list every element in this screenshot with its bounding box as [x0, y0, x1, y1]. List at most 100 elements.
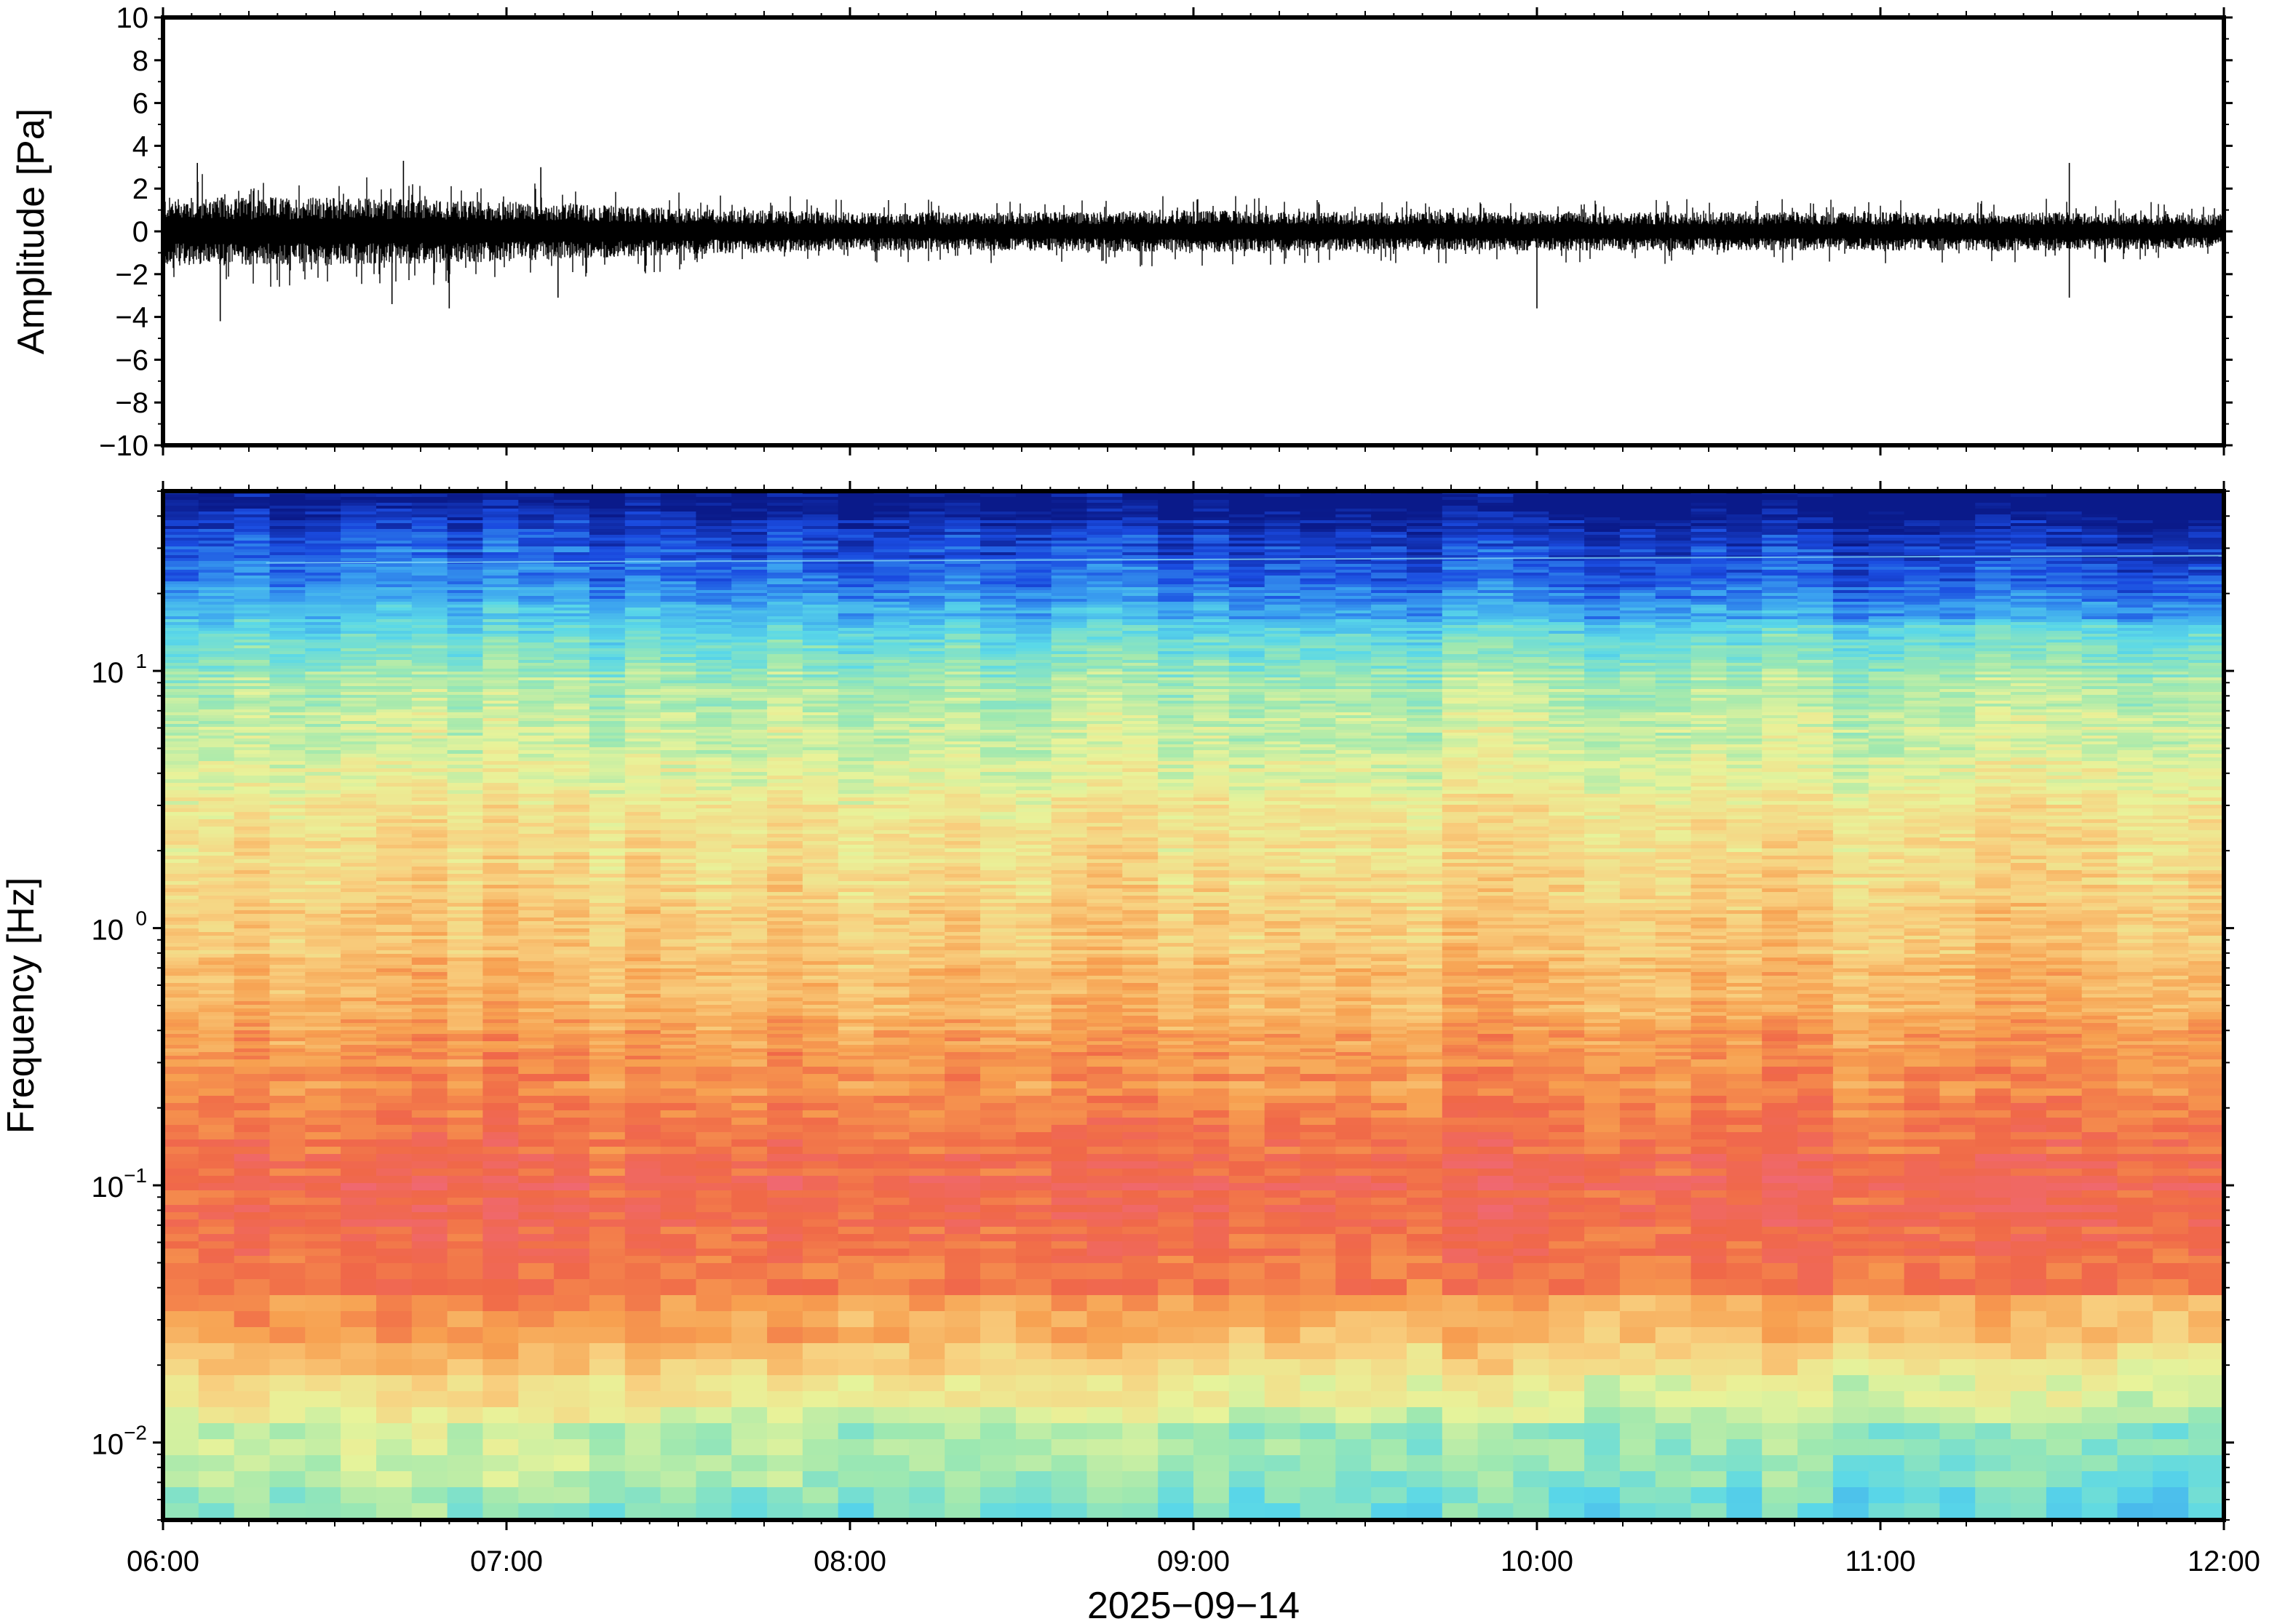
spectrogram-cell — [2081, 663, 2118, 666]
spectrogram-cell — [660, 509, 697, 512]
spectrogram-cell — [1015, 561, 1052, 565]
spectrogram-cell — [2153, 721, 2189, 725]
spectrogram-cell — [1300, 660, 1337, 664]
spectrogram-cell — [1797, 631, 1834, 634]
spectrogram-cell — [1158, 500, 1194, 503]
spectrogram-cell — [1655, 619, 1692, 623]
spectrogram-cell — [1335, 538, 1372, 541]
spectrogram-cell — [1549, 605, 1585, 608]
spectrogram-cell — [1051, 503, 1088, 506]
spectrogram-cell — [411, 669, 448, 672]
spectrogram-cell — [482, 616, 519, 620]
spectrogram-cell — [1264, 514, 1301, 518]
spectrogram-cell — [1939, 608, 1976, 611]
spectrogram-cell — [838, 529, 875, 533]
spectrogram-cell — [767, 642, 803, 646]
spectrogram-cell — [1832, 613, 1869, 617]
spectrogram-cell — [1619, 608, 1656, 611]
spectrogram-cell — [589, 613, 626, 617]
spectrogram-cell — [1797, 570, 1834, 573]
spectrogram-cell — [1975, 634, 2011, 637]
spectrogram-cell — [341, 666, 377, 669]
spectrogram-cell — [1904, 698, 1941, 701]
spectrogram-cell — [1335, 512, 1372, 515]
spectrogram-cell — [1975, 573, 2011, 576]
spectrogram-cell — [1158, 593, 1194, 597]
spectrogram-cell — [376, 512, 413, 515]
spectrogram-cell — [411, 730, 448, 733]
spectrogram-cell — [1051, 494, 1088, 498]
spectrogram-cell — [482, 541, 519, 544]
spectrogram-cell — [1975, 514, 2011, 518]
spectrogram-cell — [802, 698, 839, 701]
spectrogram-cell — [2081, 677, 2118, 681]
spectrogram-cell — [1477, 651, 1514, 655]
spectrogram-cell — [589, 692, 626, 696]
spectrogram-cell — [376, 581, 413, 585]
spectrogram-cell — [1513, 628, 1549, 632]
spectrogram-cell — [589, 666, 626, 669]
spectrogram-cell — [269, 701, 306, 704]
spectrogram-cell — [1868, 680, 1905, 684]
spectrogram-cell — [1122, 625, 1159, 629]
spectrogram-cell — [1264, 532, 1301, 536]
spectrogram-cell — [1086, 631, 1124, 634]
spectrogram-cell — [1619, 567, 1656, 570]
spectrogram-cell — [2117, 532, 2154, 536]
spectrogram-cell — [305, 549, 341, 553]
spectrogram-cell — [1904, 523, 1941, 527]
spectrogram-cell — [1904, 642, 1941, 646]
spectrogram-cell — [411, 660, 448, 664]
spectrogram-cell — [1051, 532, 1088, 536]
spectrogram-cell — [554, 578, 590, 582]
spectrogram-cell — [2117, 561, 2154, 565]
spectrogram-cell — [1655, 497, 1692, 501]
spectrogram-cell — [945, 625, 981, 629]
spectrogram-cell — [1335, 640, 1372, 643]
spectrogram-cell — [234, 590, 271, 594]
spectrogram-cell — [980, 642, 1017, 646]
spectrogram-cell — [1407, 619, 1443, 623]
spectrogram-cell — [305, 573, 341, 576]
spectrogram-cell — [1655, 645, 1692, 649]
spectrogram-cell — [1584, 512, 1621, 515]
spectrogram-cell — [1264, 549, 1301, 553]
spectrogram-cell — [1513, 584, 1549, 588]
spectrogram-cell — [1904, 544, 1941, 547]
spectrogram-cell — [2081, 584, 2118, 588]
spectrogram-cell — [1904, 718, 1941, 722]
spectrogram-cell — [1939, 506, 1976, 509]
spectrogram-cell — [1513, 541, 1549, 544]
spectrogram-cell — [1939, 520, 1976, 524]
spectrogram-cell — [376, 494, 413, 498]
spectrogram-cell — [1015, 587, 1052, 591]
spectrogram-cell — [305, 514, 341, 518]
spectrogram-cell — [1442, 584, 1479, 588]
spectrogram-cell — [1158, 512, 1194, 515]
spectrogram-cell — [1939, 616, 1976, 620]
spectrogram-cell — [482, 669, 519, 672]
spectrogram-cell — [1086, 541, 1124, 544]
spectrogram-cell — [2011, 584, 2047, 588]
spectrogram-cell — [447, 541, 484, 544]
spectrogram-cell — [1335, 619, 1372, 623]
spectrogram-cell — [305, 677, 341, 681]
spectrogram-cell — [1158, 704, 1194, 707]
spectrogram-cell — [767, 544, 803, 547]
spectrogram-cell — [305, 608, 341, 611]
spectrogram-cell — [2011, 541, 2047, 544]
spectrogram-cell — [1762, 701, 1798, 704]
spectrogram-cell — [411, 701, 448, 704]
spectrogram-cell — [234, 695, 271, 698]
spectrogram-cell — [1868, 686, 1905, 690]
spectrogram-cell — [696, 651, 732, 655]
spectrogram-cell — [1477, 549, 1514, 553]
spectrogram-cell — [269, 645, 306, 649]
spectrogram-cell — [1513, 698, 1549, 701]
spectrogram-cell — [376, 520, 413, 524]
spectrogram-cell — [1442, 715, 1479, 719]
spectrogram-cell — [447, 674, 484, 678]
spectrogram-cell — [341, 672, 377, 675]
spectrogram-cell — [518, 625, 555, 629]
spectrogram-cell — [802, 517, 839, 521]
